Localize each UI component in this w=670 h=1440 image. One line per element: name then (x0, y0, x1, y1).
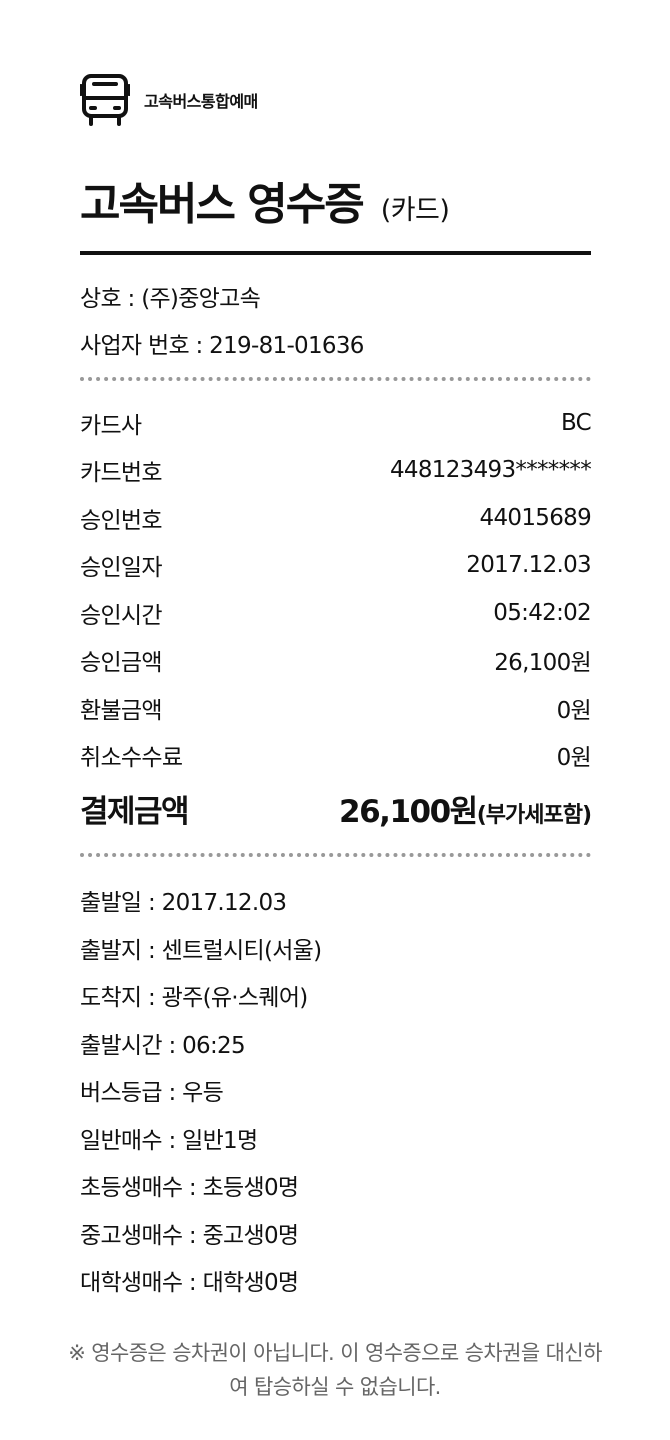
row-label: 카드사 (80, 413, 142, 439)
payment-row: 취소수수료 0원 (80, 735, 592, 775)
row-value: 05:42:02 (493, 600, 591, 626)
notice-line: ※ 영수증은 승차권이 아닙니다. 이 영수증으로 승차권을 대신하 (68, 1341, 602, 1365)
total-label: 결제금액 (80, 794, 190, 830)
row-label: 취소수수료 (80, 745, 183, 771)
trip-detail: 중고생매수 : 중고생0명 (80, 1223, 299, 1249)
business-number: 사업자 번호 : 219-81-01636 (80, 333, 364, 359)
row-value: 448123493******* (390, 457, 592, 483)
total-row: 결제금액 26,100원(부가세포함) (80, 786, 592, 834)
notice-line: 여 탑승하실 수 없습니다. (229, 1375, 441, 1399)
trip-detail: 출발지 : 센트럴시티(서울) (80, 938, 322, 964)
row-value: 0원 (556, 745, 592, 771)
row-label: 환불금액 (80, 698, 163, 724)
row-label: 승인시간 (80, 603, 163, 629)
payment-row: 승인금액 26,100원 (80, 640, 592, 680)
row-label: 카드번호 (80, 460, 163, 486)
total-value: 26,100원(부가세포함) (339, 786, 592, 831)
row-value: 0원 (556, 698, 592, 724)
brand-name: 고속버스통합예매 (144, 92, 258, 111)
payment-row: 승인시간 05:42:02 (80, 593, 592, 633)
row-value: 26,100원 (494, 650, 591, 676)
trip-detail: 초등생매수 : 초등생0명 (80, 1175, 299, 1201)
payment-row: 승인일자 2017.12.03 (80, 545, 592, 585)
row-value: 44015689 (479, 505, 592, 531)
page-title: 고속버스 영수증 (80, 179, 365, 230)
brand-header: 고속버스통합예매 (80, 72, 258, 128)
payment-row: 환불금액 0원 (80, 688, 592, 728)
payment-row: 승인번호 44015689 (80, 498, 592, 538)
receipt-title-row: 고속버스 영수증 (카드) (80, 168, 450, 232)
divider-dotted (80, 853, 591, 857)
trip-detail: 버스등급 : 우등 (80, 1080, 224, 1106)
title-divider (80, 251, 591, 255)
row-label: 승인금액 (80, 650, 163, 676)
payment-row: 카드사 BC (80, 403, 592, 443)
trip-detail: 대학생매수 : 대학생0명 (80, 1270, 299, 1296)
total-amount: 26,100원 (339, 794, 478, 830)
row-value: BC (560, 410, 592, 436)
notice-text: ※ 영수증은 승차권이 아닙니다. 이 영수증으로 승차권을 대신하 여 탑승하… (30, 1336, 640, 1404)
trip-detail: 일반매수 : 일반1명 (80, 1128, 258, 1154)
page-subtitle: (카드) (380, 195, 450, 226)
payment-row: 카드번호 448123493******* (80, 450, 592, 490)
trip-detail: 출발시간 : 06:25 (80, 1033, 246, 1059)
bus-icon (80, 72, 130, 128)
vat-note: (부가세포함) (476, 803, 592, 828)
trip-detail: 도착지 : 광주(유·스퀘어) (80, 985, 308, 1011)
divider-dotted (80, 377, 591, 381)
row-value: 2017.12.03 (466, 552, 591, 578)
row-label: 승인번호 (80, 508, 163, 534)
row-label: 승인일자 (80, 555, 163, 581)
trip-detail: 출발일 : 2017.12.03 (80, 890, 287, 916)
company-name: 상호 : (주)중앙고속 (80, 286, 261, 312)
